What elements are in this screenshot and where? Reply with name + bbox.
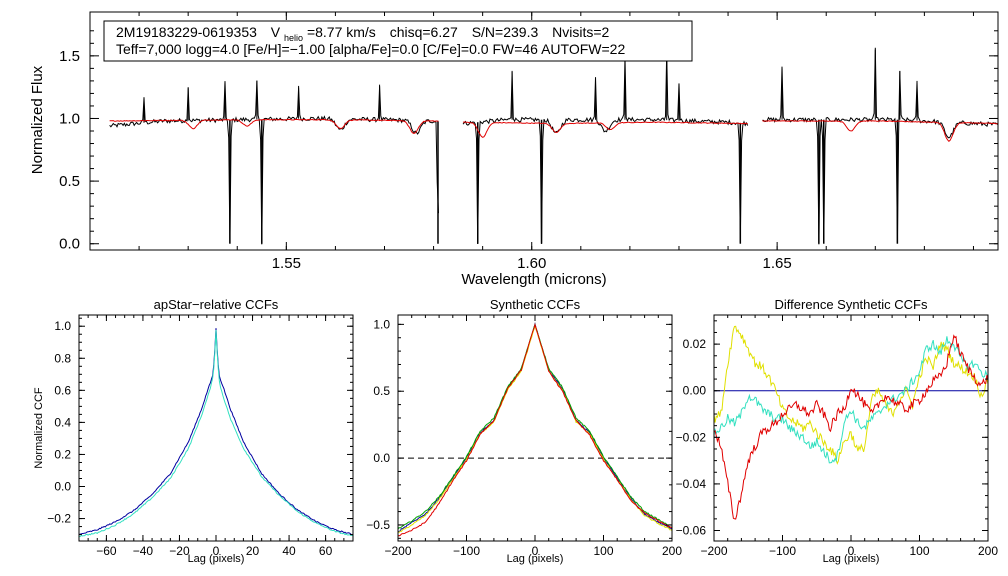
info-box: 2M19183229-0619353 V helio =8.77 km/s ch… — [103, 20, 693, 62]
synthetic-ccf-ytick-label: 1.0 — [373, 317, 390, 331]
synthetic-ccf-xtick-label: 100 — [593, 544, 613, 558]
synthetic-ccf-xtick-label: 200 — [662, 544, 682, 558]
spectrum-xtick-label: 1.55 — [272, 255, 301, 272]
spectrum-line-model-chip-2 — [462, 121, 748, 138]
apstar-ccf-ytick-label: 0.6 — [54, 383, 71, 397]
spectrum-xtick-label: 1.65 — [763, 255, 792, 272]
apstar-ccf-xtick-label: 20 — [246, 544, 260, 558]
synthetic-ccf-xtick-label: −200 — [384, 544, 411, 558]
difference-ccf-series-cyan — [713, 336, 989, 464]
apstar-ccf-ylabel: Normalized CCF — [33, 387, 45, 469]
spectrum-ytick-label: 0.5 — [59, 173, 80, 190]
nvisits-value: Nvisits=2 — [552, 24, 609, 40]
snr-value: S/N=239.3 — [472, 24, 539, 40]
apstar-ccf-xlabel: Lag (pixels) — [188, 553, 245, 565]
difference-ccf-ytick-label: −0.04 — [676, 477, 707, 491]
difference-ccf-xtick-label: −200 — [700, 544, 727, 558]
synthetic-ccf-ytick-label: −0.5 — [366, 518, 390, 532]
info-line-1: 2M19183229-0619353 V helio =8.77 km/s ch… — [116, 24, 610, 44]
difference-ccf-xlabel: Lag (pixels) — [823, 553, 880, 565]
synthetic-ccf-xtick-label: −100 — [453, 544, 480, 558]
difference-ccf-series-yellow — [713, 325, 989, 465]
spectrum-line-model-chip-3 — [762, 120, 999, 142]
apstar-ccf-xtick-label: 40 — [282, 544, 296, 558]
apstar-ccf-ytick-label: 0.4 — [54, 415, 71, 429]
apstar-ccf-xtick-label: 0 — [213, 544, 220, 558]
info-box-frame — [103, 20, 693, 62]
vhelio-subscript: helio — [284, 33, 303, 43]
synthetic-ccf-ytick-label: 0.0 — [373, 451, 390, 465]
apstar-ccf-ytick-label: 1.0 — [54, 319, 71, 333]
info-line-2: Teff=7,000 logg=4.0 [Fe/H]=−1.00 [alpha/… — [116, 41, 625, 57]
apstar-ccf-xtick-label: −60 — [96, 544, 117, 558]
spectrum-line-observed-chip-2 — [462, 52, 749, 245]
apstar-ccf-ytick-label: −0.2 — [47, 512, 71, 526]
spectrum-xlabel: Wavelength (microns) — [461, 271, 606, 288]
vhelio-value: =8.77 km/s — [307, 24, 376, 40]
apstar-ccf-frame — [78, 314, 354, 542]
apstar-ccf-xtick-label: −40 — [133, 544, 154, 558]
difference-ccf-xtick-label: 100 — [909, 544, 929, 558]
star-id: 2M19183229-0619353 — [116, 24, 257, 40]
chisq-value: chisq=6.27 — [390, 24, 458, 40]
synthetic-ccf-ytick-label: 0.5 — [373, 384, 390, 398]
difference-ccf-panel: Difference Synthetic CCFs −200 −100 0 100 20… — [676, 297, 999, 565]
spectrum-line-observed-chip-1 — [109, 80, 439, 245]
apstar-ccf-series-visit-1 — [78, 328, 354, 536]
spectrum-line-model-chip-1 — [109, 118, 439, 134]
synthetic-ccf-title: Synthetic CCFs — [490, 297, 581, 312]
vhelio-symbol: V — [271, 24, 281, 40]
spectrum-panel: 1.55 1.60 1.65 0.0 0.5 1.0 1.5 Normalized Flux… — [29, 11, 999, 288]
apstar-ccf-xtick-label: −20 — [169, 544, 190, 558]
spectrum-ytick-label: 1.5 — [59, 48, 80, 65]
apstar-ccf-ytick-label: 0.0 — [54, 480, 71, 494]
apstar-ccf-ytick-label: 0.8 — [54, 351, 71, 365]
apstar-ccf-ytick-label: 0.2 — [54, 447, 71, 461]
synthetic-ccf-xlabel: Lag (pixels) — [507, 553, 564, 565]
apstar-ccf-xtick-label: 60 — [319, 544, 333, 558]
apstar-ccf-series-visit-2 — [78, 329, 354, 538]
apstar-ccf-panel: apStar−relative CCFs −60 −40 −20 0 20 40 60 −0.… — [33, 297, 354, 565]
spectrum-ytick-label: 0.0 — [59, 236, 80, 253]
synthetic-ccf-xtick-label: 0 — [532, 544, 539, 558]
difference-ccf-ytick-label: −0.06 — [676, 524, 707, 538]
difference-ccf-xtick-label: 200 — [978, 544, 998, 558]
synthetic-ccf-series-red — [397, 322, 673, 537]
difference-ccf-xtick-label: 0 — [848, 544, 855, 558]
difference-ccf-ytick-label: −0.02 — [676, 430, 707, 444]
synthetic-ccf-panel: Synthetic CCFs −200 −100 0 100 200 −0.5 0.0 0.5… — [366, 297, 682, 565]
synthetic-ccf-frame — [397, 314, 673, 542]
synthetic-ccf-series-yellow — [397, 323, 673, 533]
difference-ccf-title: Difference Synthetic CCFs — [775, 297, 928, 312]
spectrum-ytick-label: 1.0 — [59, 110, 80, 127]
difference-ccf-series-red — [713, 334, 989, 520]
spectrum-ylabel: Normalized Flux — [29, 65, 46, 174]
apstar-ccf-title: apStar−relative CCFs — [154, 297, 279, 312]
difference-ccf-ytick-label: 0.00 — [683, 384, 707, 398]
spectrum-line-observed-chip-3 — [762, 47, 999, 245]
difference-ccf-xtick-label: −100 — [769, 544, 796, 558]
spectrum-xtick-label: 1.60 — [517, 255, 546, 272]
difference-ccf-ytick-label: 0.02 — [683, 337, 707, 351]
